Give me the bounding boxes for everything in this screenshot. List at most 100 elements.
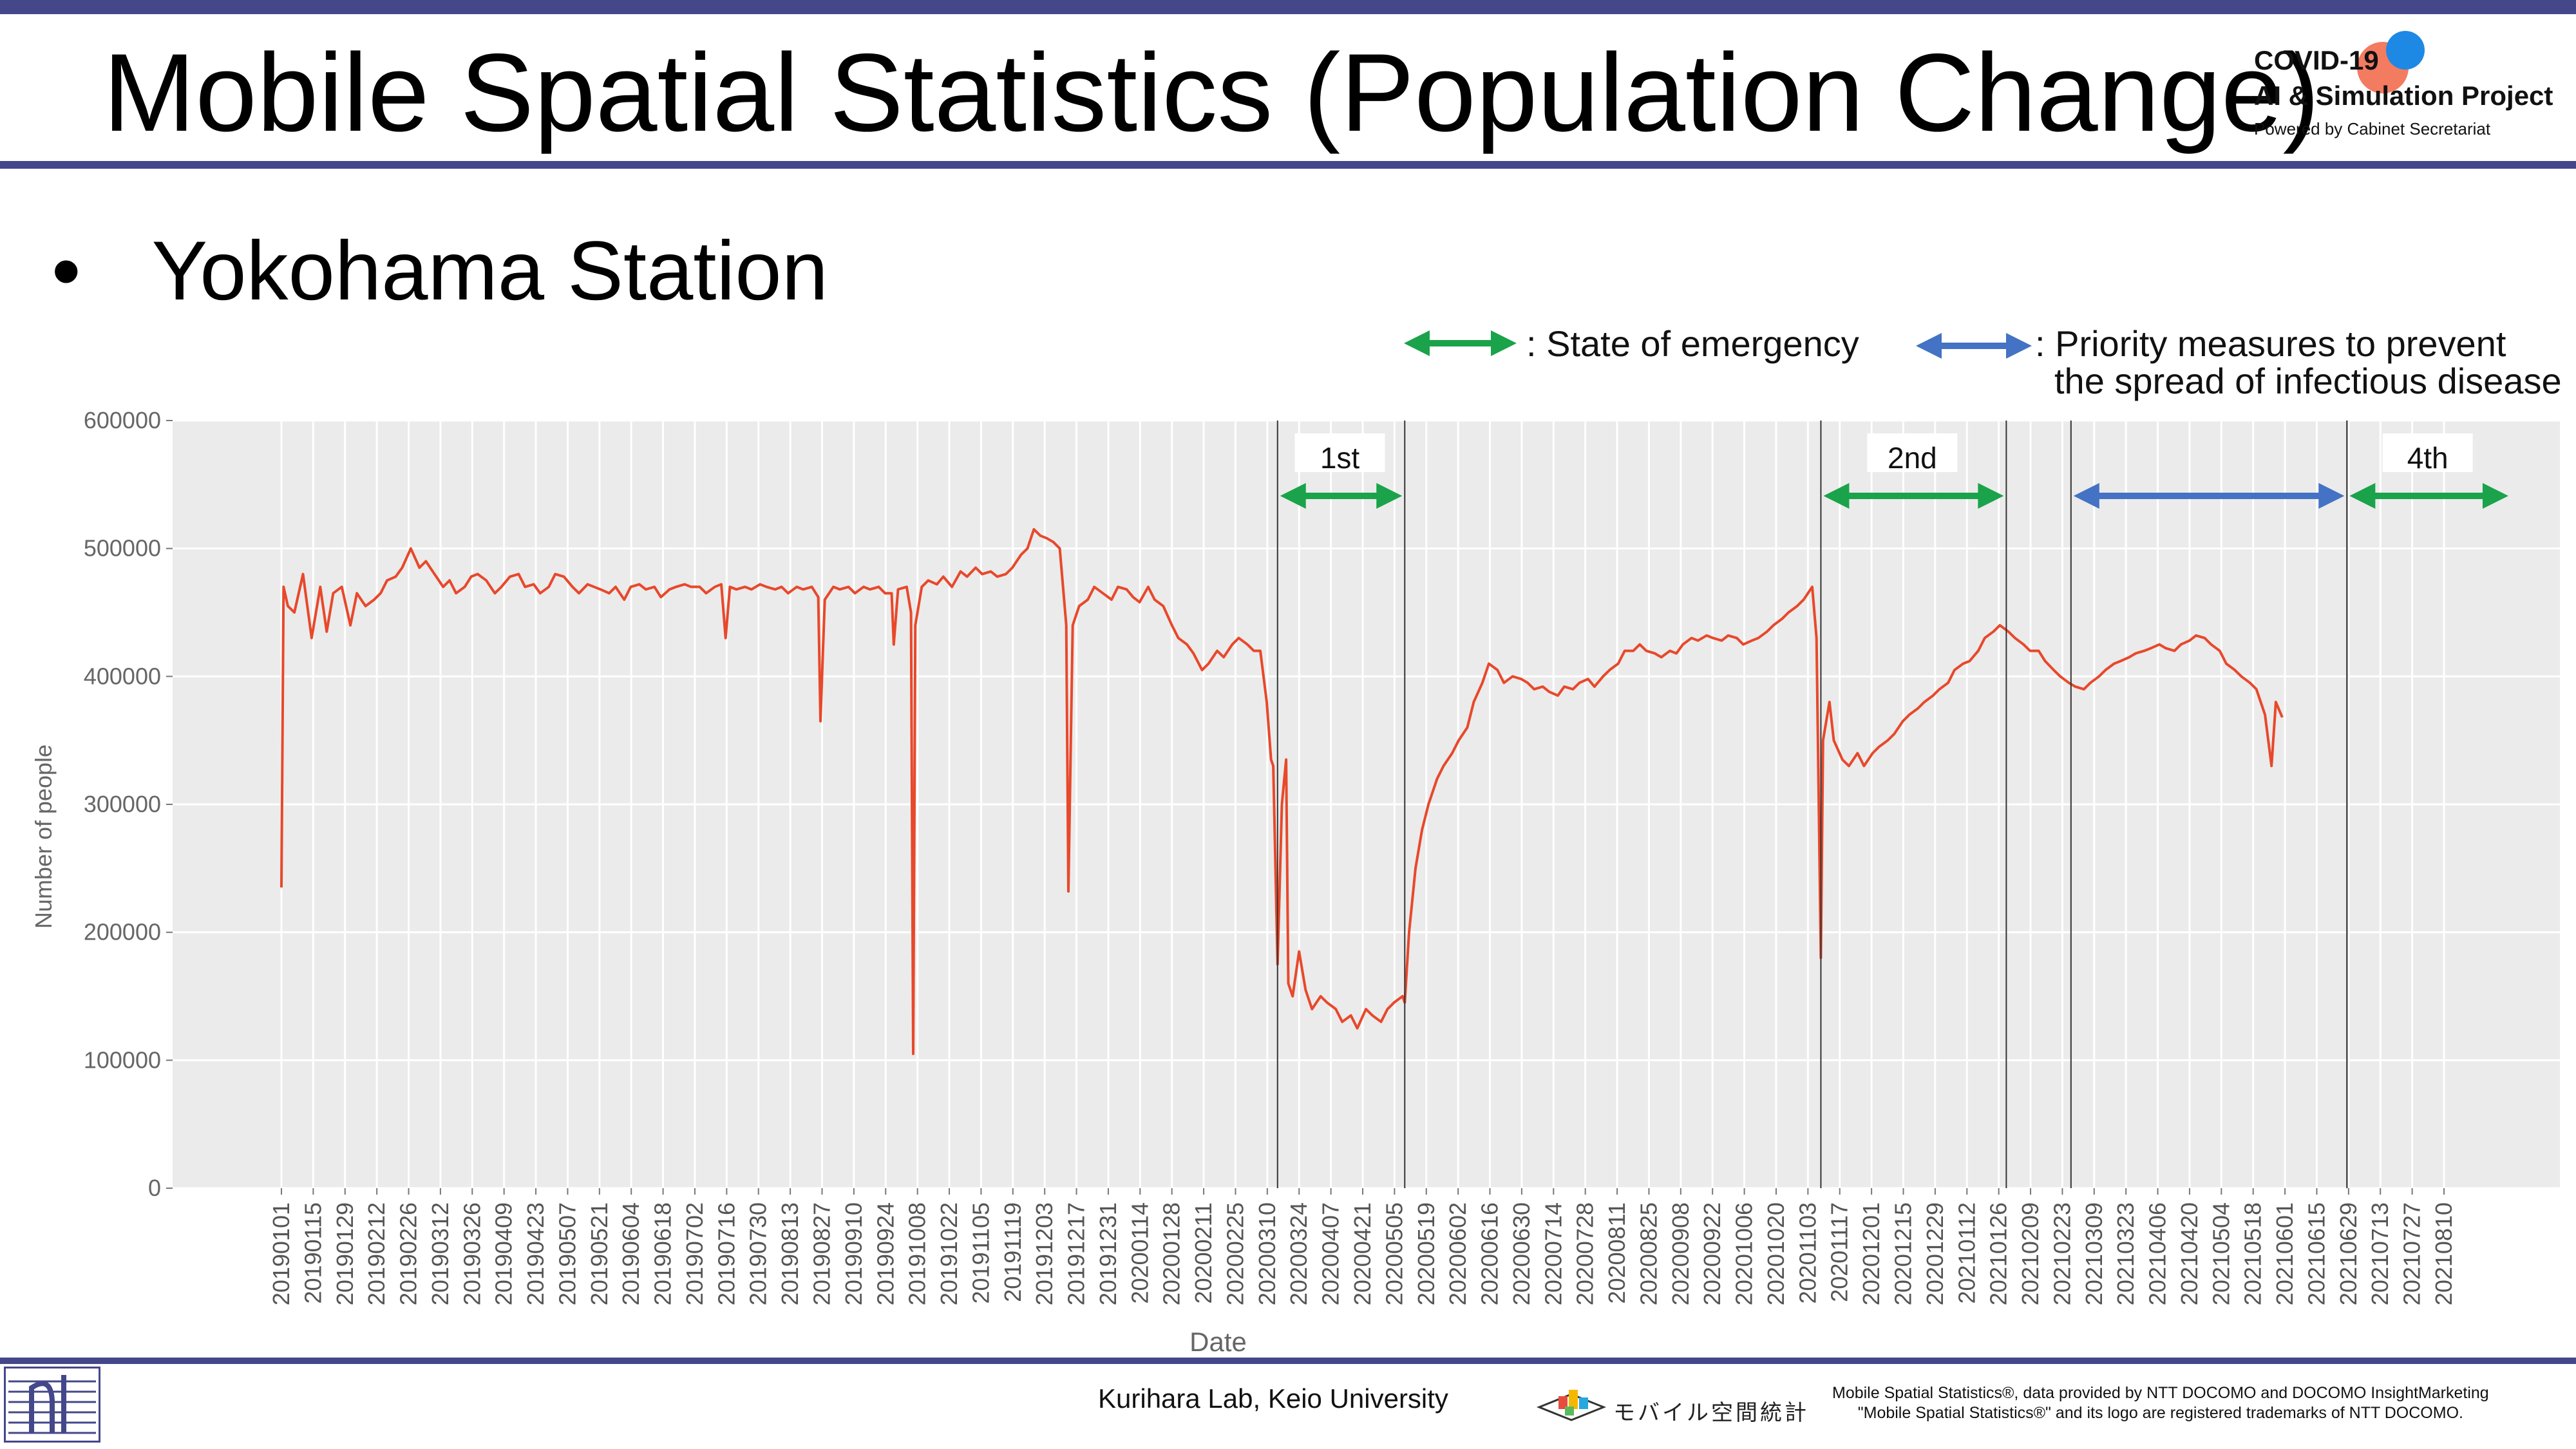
x-tick-label: 20191203 [1031, 1202, 1057, 1305]
x-tick-label: 20201117 [1826, 1202, 1853, 1302]
x-tick-label: 20190115 [299, 1202, 326, 1304]
x-tick-label: 20200616 [1477, 1202, 1503, 1305]
title-underline [0, 161, 2576, 169]
subtitle-bullet: • Yokohama Station [52, 222, 828, 319]
period-label: 1st [1320, 441, 1360, 475]
x-tick-label: 20200128 [1159, 1202, 1185, 1305]
period-label-box [1867, 433, 1958, 472]
x-tick-label: 20210504 [2208, 1202, 2234, 1305]
x-tick-label: 20200602 [1444, 1202, 1471, 1305]
y-tick-label: 600000 [84, 407, 161, 433]
logo-line3: Powered by Cabinet Secretariat [2254, 119, 2491, 138]
y-tick-label: 300000 [84, 791, 161, 817]
period-label-box [1294, 433, 1385, 472]
y-axis-title: Number of people [30, 744, 57, 929]
x-tick-label: 20190409 [491, 1202, 517, 1305]
logo-line2: AI & Simulation Project [2254, 80, 2553, 111]
x-tick-label: 20200421 [1349, 1202, 1376, 1305]
footer-note-line1: Mobile Spatial Statistics®, data provide… [1832, 1384, 2489, 1402]
period-arrow-2nd [1823, 483, 2004, 509]
y-tick-label: 100000 [84, 1046, 161, 1073]
x-tick-label: 20200630 [1508, 1202, 1535, 1305]
logo-line1: COVID-19 [2254, 45, 2379, 75]
x-tick-label: 20190618 [650, 1202, 676, 1305]
x-tick-label: 20190521 [586, 1202, 612, 1305]
subtitle-text: Yokohama Station [151, 223, 828, 317]
legend-emergency-arrow [1404, 330, 1517, 356]
x-tick-label: 20200922 [1699, 1202, 1725, 1305]
x-tick-label: 20200714 [1540, 1202, 1566, 1305]
x-tick-label: 20200407 [1318, 1202, 1344, 1305]
x-tick-label: 20200811 [1604, 1202, 1630, 1304]
x-tick-label: 20190312 [427, 1202, 453, 1305]
x-tick-label: 20190813 [777, 1202, 803, 1305]
x-tick-label: 20201201 [1858, 1202, 1884, 1305]
x-tick-label: 20210112 [1953, 1202, 1980, 1304]
x-tick-label: 20200211 [1190, 1202, 1217, 1304]
period-arrow-1st [1280, 483, 1403, 509]
covid-project-logo: COVID-19 AI & Simulation Project Powered… [2248, 31, 2557, 148]
x-tick-label: 20210518 [2240, 1202, 2266, 1305]
x-tick-label: 20190702 [681, 1202, 708, 1305]
x-tick-label: 20210323 [2112, 1202, 2139, 1305]
x-tick-label: 20210126 [1985, 1202, 2012, 1305]
x-tick-label: 20200728 [1572, 1202, 1598, 1305]
period-label: 4th [2407, 441, 2448, 475]
x-tick-label: 20191105 [967, 1202, 994, 1304]
x-tick-label: 20201006 [1731, 1202, 1757, 1305]
x-tick-label: 20191217 [1063, 1202, 1090, 1305]
top-accent-bar [0, 0, 2576, 14]
slide-title: Mobile Spatial Statistics (Population Ch… [103, 31, 2320, 155]
period-label-box [2382, 433, 2473, 472]
x-tick-label: 20191008 [904, 1202, 931, 1305]
x-tick-label: 20210223 [2049, 1202, 2075, 1305]
x-tick-label: 20201215 [1890, 1202, 1917, 1305]
x-tick-label: 20190604 [618, 1202, 644, 1305]
x-tick-label: 20190212 [363, 1202, 390, 1305]
x-tick-label: 20210727 [2399, 1202, 2425, 1305]
x-axis-title: Date [1189, 1327, 1247, 1357]
x-tick-label: 20210713 [2367, 1202, 2393, 1305]
period-arrow-priority [2073, 483, 2345, 509]
x-tick-label: 20210601 [2271, 1202, 2298, 1305]
x-tick-label: 20210615 [2303, 1202, 2329, 1305]
kurihara-lab-logo [4, 1367, 100, 1443]
legend-emergency-label: : State of emergency [1526, 323, 1859, 364]
x-tick-label: 20190101 [268, 1202, 294, 1305]
x-tick-label: 20200310 [1254, 1202, 1280, 1305]
x-tick-label: 20210810 [2430, 1202, 2457, 1305]
bullet-symbol: • [52, 223, 81, 317]
period-arrow-4th [2349, 483, 2508, 509]
footer-divider [0, 1358, 2576, 1364]
x-tick-label: 20191119 [999, 1202, 1026, 1302]
y-tick-label: 0 [148, 1175, 161, 1201]
period-label: 2nd [1888, 441, 1937, 475]
logo-blue-circle [2386, 31, 2425, 70]
mobile-spatial-cube-icon [1536, 1390, 1607, 1421]
y-tick-label: 400000 [84, 663, 161, 689]
x-tick-label: 20210629 [2335, 1202, 2362, 1305]
y-tick-label: 500000 [84, 535, 161, 562]
x-tick-label: 20190129 [332, 1202, 358, 1305]
x-tick-label: 20210406 [2145, 1202, 2171, 1305]
y-tick-label: 200000 [84, 919, 161, 945]
x-tick-label: 20190716 [713, 1202, 739, 1305]
x-tick-label: 20210209 [2017, 1202, 2043, 1305]
x-tick-label: 20190226 [395, 1202, 422, 1305]
legend-priority-arrow [1916, 333, 2032, 359]
mobile-spatial-jp-text: モバイル空間統計 [1613, 1401, 1809, 1425]
x-tick-label: 20190423 [522, 1202, 549, 1305]
x-tick-label: 20190827 [809, 1202, 835, 1305]
x-tick-label: 20190924 [872, 1202, 898, 1305]
x-tick-label: 20201103 [1794, 1202, 1821, 1304]
x-tick-label: 20190507 [554, 1202, 580, 1305]
x-tick-label: 20200519 [1413, 1202, 1439, 1305]
x-tick-label: 20190730 [745, 1202, 772, 1305]
x-tick-label: 20200825 [1635, 1202, 1662, 1305]
x-tick-label: 20200908 [1667, 1202, 1694, 1305]
x-tick-label: 20190326 [459, 1202, 485, 1305]
mobile-spatial-logo: モバイル空間統計 [1533, 1378, 1806, 1425]
x-tick-label: 20201020 [1763, 1202, 1789, 1305]
x-tick-label: 20190910 [840, 1202, 867, 1305]
x-tick-label: 20210309 [2081, 1202, 2107, 1305]
